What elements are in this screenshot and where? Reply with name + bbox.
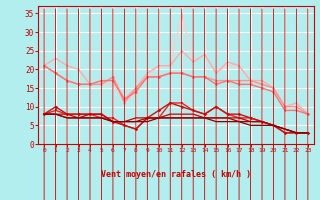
X-axis label: Vent moyen/en rafales ( km/h ): Vent moyen/en rafales ( km/h ): [101, 170, 251, 179]
